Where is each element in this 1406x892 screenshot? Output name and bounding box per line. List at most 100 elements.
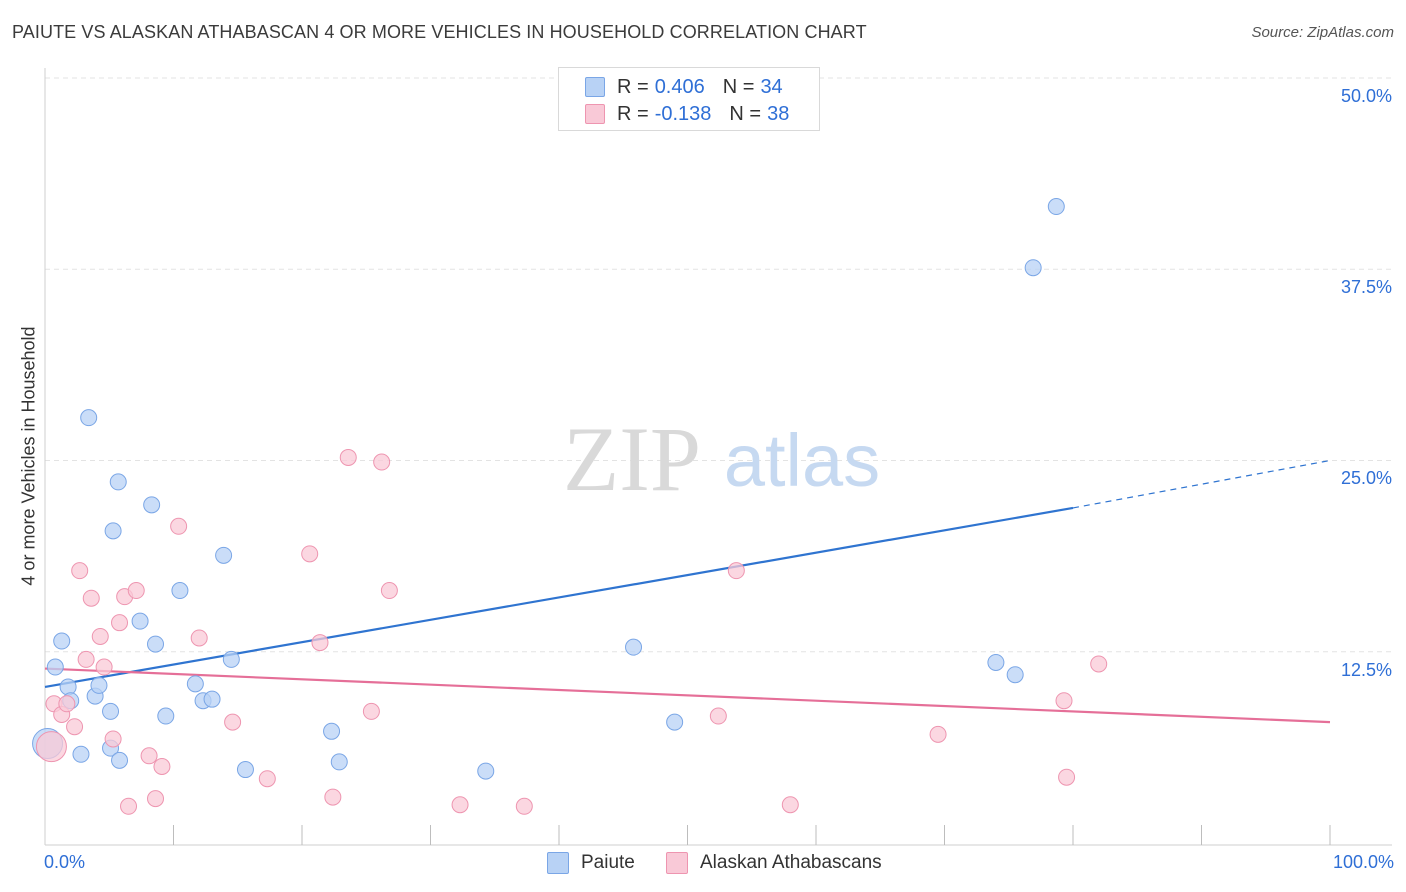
paiute-point	[625, 638, 643, 656]
athabascan-point	[1058, 768, 1076, 786]
paiute-point	[330, 753, 348, 771]
watermark: ZIP atlas	[563, 408, 880, 510]
athabascan-point	[153, 758, 171, 775]
athabascan-swatch	[585, 104, 605, 124]
legend-label-paiute: Paiute	[581, 852, 635, 873]
paiute-point	[53, 632, 71, 650]
r-value: 0.406	[654, 75, 705, 98]
paiute-point	[477, 762, 495, 780]
source-label: Source: ZipAtlas.com	[1251, 24, 1394, 41]
paiute-point	[59, 678, 77, 696]
legend-row-athabascan: R = -0.138 N = 38	[585, 102, 789, 126]
paiute-trend-extension	[1072, 459, 1331, 509]
legend-item-paiute[interactable]: Paiute	[547, 852, 635, 874]
athabascan-point	[190, 629, 208, 647]
y-tick-label-50: 50.0%	[1340, 86, 1392, 106]
athabascan-point	[71, 562, 89, 580]
x-tick-label-min: 0.0%	[44, 852, 86, 872]
paiute-point	[90, 676, 108, 694]
athabascan-point	[120, 797, 138, 815]
athabascan-point	[1055, 692, 1073, 710]
paiute-point	[147, 635, 165, 653]
paiute-point	[987, 653, 1005, 671]
trend-lines	[44, 459, 1331, 724]
athabascan-point	[104, 730, 122, 748]
paiute-point	[109, 473, 127, 491]
paiute-point	[111, 751, 129, 769]
paiute-point	[171, 582, 189, 600]
athabascan-point	[929, 725, 947, 743]
grid-lines	[45, 77, 1392, 653]
watermark-zip: ZIP	[563, 408, 701, 510]
athabascan-point	[311, 634, 329, 652]
athabascan-point	[111, 614, 129, 632]
paiute-trend-line	[44, 506, 1074, 689]
athabascan-point	[380, 582, 398, 600]
paiute-point	[1006, 666, 1024, 684]
paiute-point	[102, 702, 120, 720]
paiute-point	[203, 690, 221, 708]
athabascan-point	[127, 582, 145, 600]
athabascan-point	[140, 747, 158, 765]
athabascan-point	[95, 658, 113, 676]
r-value: -0.138	[654, 102, 712, 125]
paiute-point	[46, 658, 64, 676]
data-points	[32, 198, 1108, 815]
athabascan-trend-line	[44, 667, 1331, 724]
legend-item-athabascan[interactable]: Alaskan Athabascans	[666, 852, 882, 874]
athabascan-point	[515, 797, 533, 815]
athabascan-point	[709, 707, 727, 725]
athabascan-point	[170, 517, 188, 535]
paiute-point	[666, 713, 684, 731]
y-tick-label-25: 25.0%	[1340, 468, 1392, 488]
athabascan-point	[451, 796, 469, 814]
paiute-point	[1047, 198, 1065, 216]
athabascan-point	[91, 627, 109, 645]
athabascan-point	[147, 790, 165, 808]
athabascan-point	[339, 448, 357, 466]
series-legend: Paiute Alaskan Athabascans	[0, 852, 1406, 876]
watermark-atlas: atlas	[724, 419, 880, 502]
y-tick-label-37-5: 37.5%	[1340, 277, 1392, 297]
paiute-point	[236, 761, 254, 779]
paiute-point	[131, 612, 149, 630]
paiute-point	[157, 707, 175, 725]
athabascan-point	[58, 695, 76, 713]
paiute-point	[72, 745, 90, 763]
athabascan-point	[362, 702, 380, 720]
r-label: R =	[617, 75, 649, 98]
paiute-point	[215, 546, 233, 564]
y-tick-label-12-5: 12.5%	[1340, 660, 1392, 680]
athabascan-point	[727, 562, 745, 580]
athabascan-point	[301, 545, 319, 563]
axes	[44, 68, 1392, 846]
paiute-swatch	[547, 852, 569, 874]
chart-title: PAIUTE VS ALASKAN ATHABASCAN 4 OR MORE V…	[12, 22, 867, 42]
athabascan-point	[224, 713, 242, 731]
athabascan-point	[324, 788, 342, 806]
n-label: N =	[729, 102, 762, 125]
correlation-legend: R = 0.406 N = 34 R = -0.138 N = 38	[558, 67, 820, 131]
athabascan-point	[373, 453, 391, 471]
y-axis-label: 4 or more Vehicles in Household	[18, 326, 39, 586]
athabascan-point	[82, 589, 100, 607]
paiute-point	[104, 522, 122, 540]
athabascan-swatch	[666, 852, 688, 874]
n-value: 34	[760, 75, 783, 98]
athabascan-point	[1090, 655, 1108, 673]
athabascan-point	[781, 796, 799, 814]
r-label: R =	[617, 102, 649, 125]
legend-label-athabascan: Alaskan Athabascans	[700, 852, 882, 873]
x-tick-label-max: 100.0%	[1332, 852, 1394, 872]
paiute-point	[222, 650, 240, 668]
athabascan-point	[35, 731, 67, 763]
paiute-point	[1024, 259, 1042, 277]
athabascan-point	[258, 770, 276, 788]
athabascan-point	[66, 718, 84, 736]
paiute-point	[186, 675, 204, 693]
athabascan-point	[77, 650, 95, 668]
paiute-point	[143, 496, 161, 514]
n-value: 38	[767, 102, 790, 125]
paiute-point	[323, 722, 341, 740]
